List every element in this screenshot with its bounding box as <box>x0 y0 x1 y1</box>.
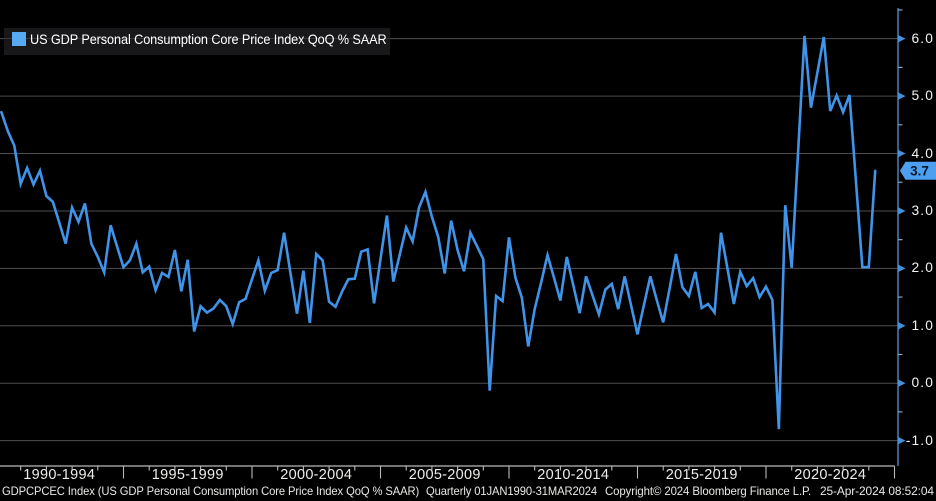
x-axis-section-label: 2010-2014 <box>537 466 610 483</box>
y-axis-tick-arrow-icon <box>898 321 906 330</box>
last-value-badge-label: 3.7 <box>910 164 929 179</box>
status-security-description: GDPCPCEC Index (US GDP Personal Consumpt… <box>2 485 420 498</box>
x-axis-section-label: 2005-2009 <box>408 466 481 483</box>
series-line <box>0 35 877 430</box>
y-axis-tick-label: 5.0 <box>911 88 934 104</box>
y-axis-tick-arrow-icon <box>898 34 906 43</box>
status-copyright: Copyright© 2024 Bloomberg Finance L.P. <box>605 485 812 498</box>
y-axis-tick-label: 1.0 <box>911 317 934 333</box>
status-timestamp: 25-Apr-2024 08:52:04 <box>820 485 934 498</box>
x-axis-section-label: 1990-1994 <box>23 466 96 483</box>
series-legend-label: US GDP Personal Consumption Core Price I… <box>30 31 387 47</box>
y-axis-tick-arrow-icon <box>898 92 906 100</box>
gridline-through-legend <box>4 38 390 39</box>
series-legend[interactable]: US GDP Personal Consumption Core Price I… <box>4 28 390 55</box>
status-periodicity-range: Quarterly 01JAN1990-31MAR2024 <box>426 485 598 498</box>
y-axis-tick-arrow-icon <box>898 379 906 387</box>
status-bar: GDPCPCEC Index (US GDP Personal Consumpt… <box>0 484 936 501</box>
series-swatch-icon <box>12 32 26 46</box>
y-axis-tick-arrow-icon <box>898 264 906 273</box>
x-axis-section-label: 2015-2019 <box>665 466 738 483</box>
y-axis-tick-label: 0.0 <box>911 375 934 391</box>
y-axis-tick-label: 3.0 <box>911 202 934 218</box>
y-axis-tick-label: 6.0 <box>911 30 934 46</box>
y-axis-tick-arrow-icon <box>898 207 906 215</box>
y-axis-tick-label: 4.0 <box>911 145 934 161</box>
x-axis-section-label: 2020-2024 <box>794 466 867 483</box>
x-axis-section-label: 2000-2004 <box>280 466 353 483</box>
y-axis-tick-arrow-icon <box>898 149 906 158</box>
x-axis-section-label: 1995-1999 <box>151 466 224 483</box>
y-axis-tick-arrow-icon <box>898 436 906 445</box>
y-axis-tick-label: -1.0 <box>905 432 934 448</box>
last-value-badge <box>900 161 936 180</box>
y-axis-tick-label: 2.0 <box>911 260 934 276</box>
